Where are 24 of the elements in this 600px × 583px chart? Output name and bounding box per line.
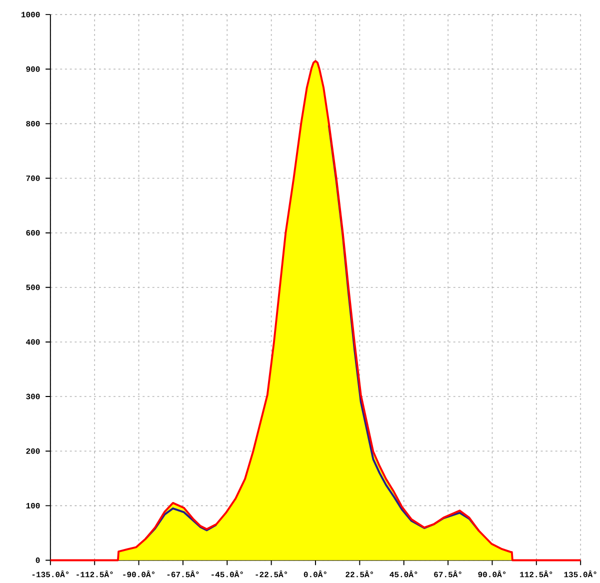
y-tick-label: 800 xyxy=(26,121,40,127)
y-tick-label: 500 xyxy=(26,284,40,290)
y-tick-label: 900 xyxy=(26,66,40,72)
x-tick-label: -112.5Â° xyxy=(76,570,113,578)
y-tick-label: 0 xyxy=(36,558,40,564)
y-tick-label: 1000 xyxy=(21,12,40,18)
x-tick-label: 135.0Â° xyxy=(564,570,596,578)
y-tick-label: 600 xyxy=(26,230,40,236)
y-tick-label: 700 xyxy=(26,176,40,182)
y-tick-label: 400 xyxy=(26,339,40,345)
x-tick-label: 45.0Â° xyxy=(390,570,418,578)
x-tick-label: -22.5Â° xyxy=(256,570,288,578)
x-tick-label: 22.5Â° xyxy=(346,570,373,578)
x-tick-label: -67.5Â° xyxy=(167,570,199,578)
x-tick-label: 67.5Â° xyxy=(434,570,462,578)
x-tick-label: -135.0Â° xyxy=(32,570,69,578)
x-tick-label: -45.0Â° xyxy=(212,570,243,578)
y-tick-label: 100 xyxy=(26,503,40,509)
x-tick-label: 0.0Â° xyxy=(304,570,326,578)
x-tick-label: 112.5Â° xyxy=(520,570,552,578)
x-tick-label: 90.0Â° xyxy=(478,570,506,578)
x-tick-label: -90.0Â° xyxy=(123,570,154,578)
y-tick-label: 300 xyxy=(26,394,40,400)
y-tick-label: 200 xyxy=(26,448,40,454)
